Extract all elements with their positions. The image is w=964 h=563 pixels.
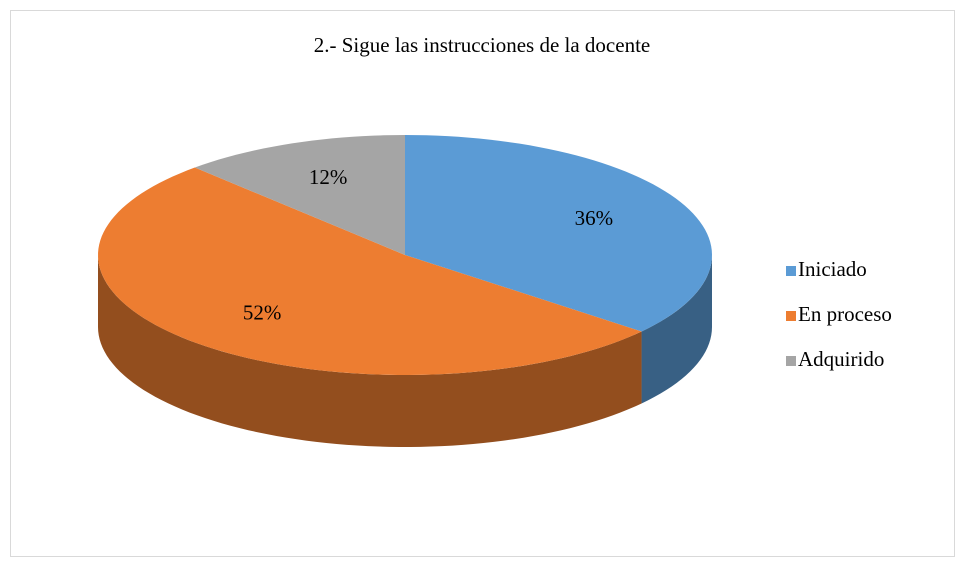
slice (405, 135, 712, 332)
data-label: 12% (309, 165, 348, 189)
legend-swatch (786, 311, 796, 321)
data-label: 52% (243, 300, 282, 324)
legend-label: En proceso (798, 302, 892, 326)
legend-swatch (786, 356, 796, 366)
legend-label: Adquirido (798, 347, 884, 371)
legend-label: Iniciado (798, 257, 867, 281)
data-label: 36% (575, 206, 614, 230)
slice-side (641, 255, 712, 404)
slice (194, 135, 405, 255)
slice (98, 167, 642, 375)
legend-swatch (786, 266, 796, 276)
slice-side (98, 255, 642, 447)
chart-title: 2.- Sigue las instrucciones de la docent… (314, 33, 650, 57)
